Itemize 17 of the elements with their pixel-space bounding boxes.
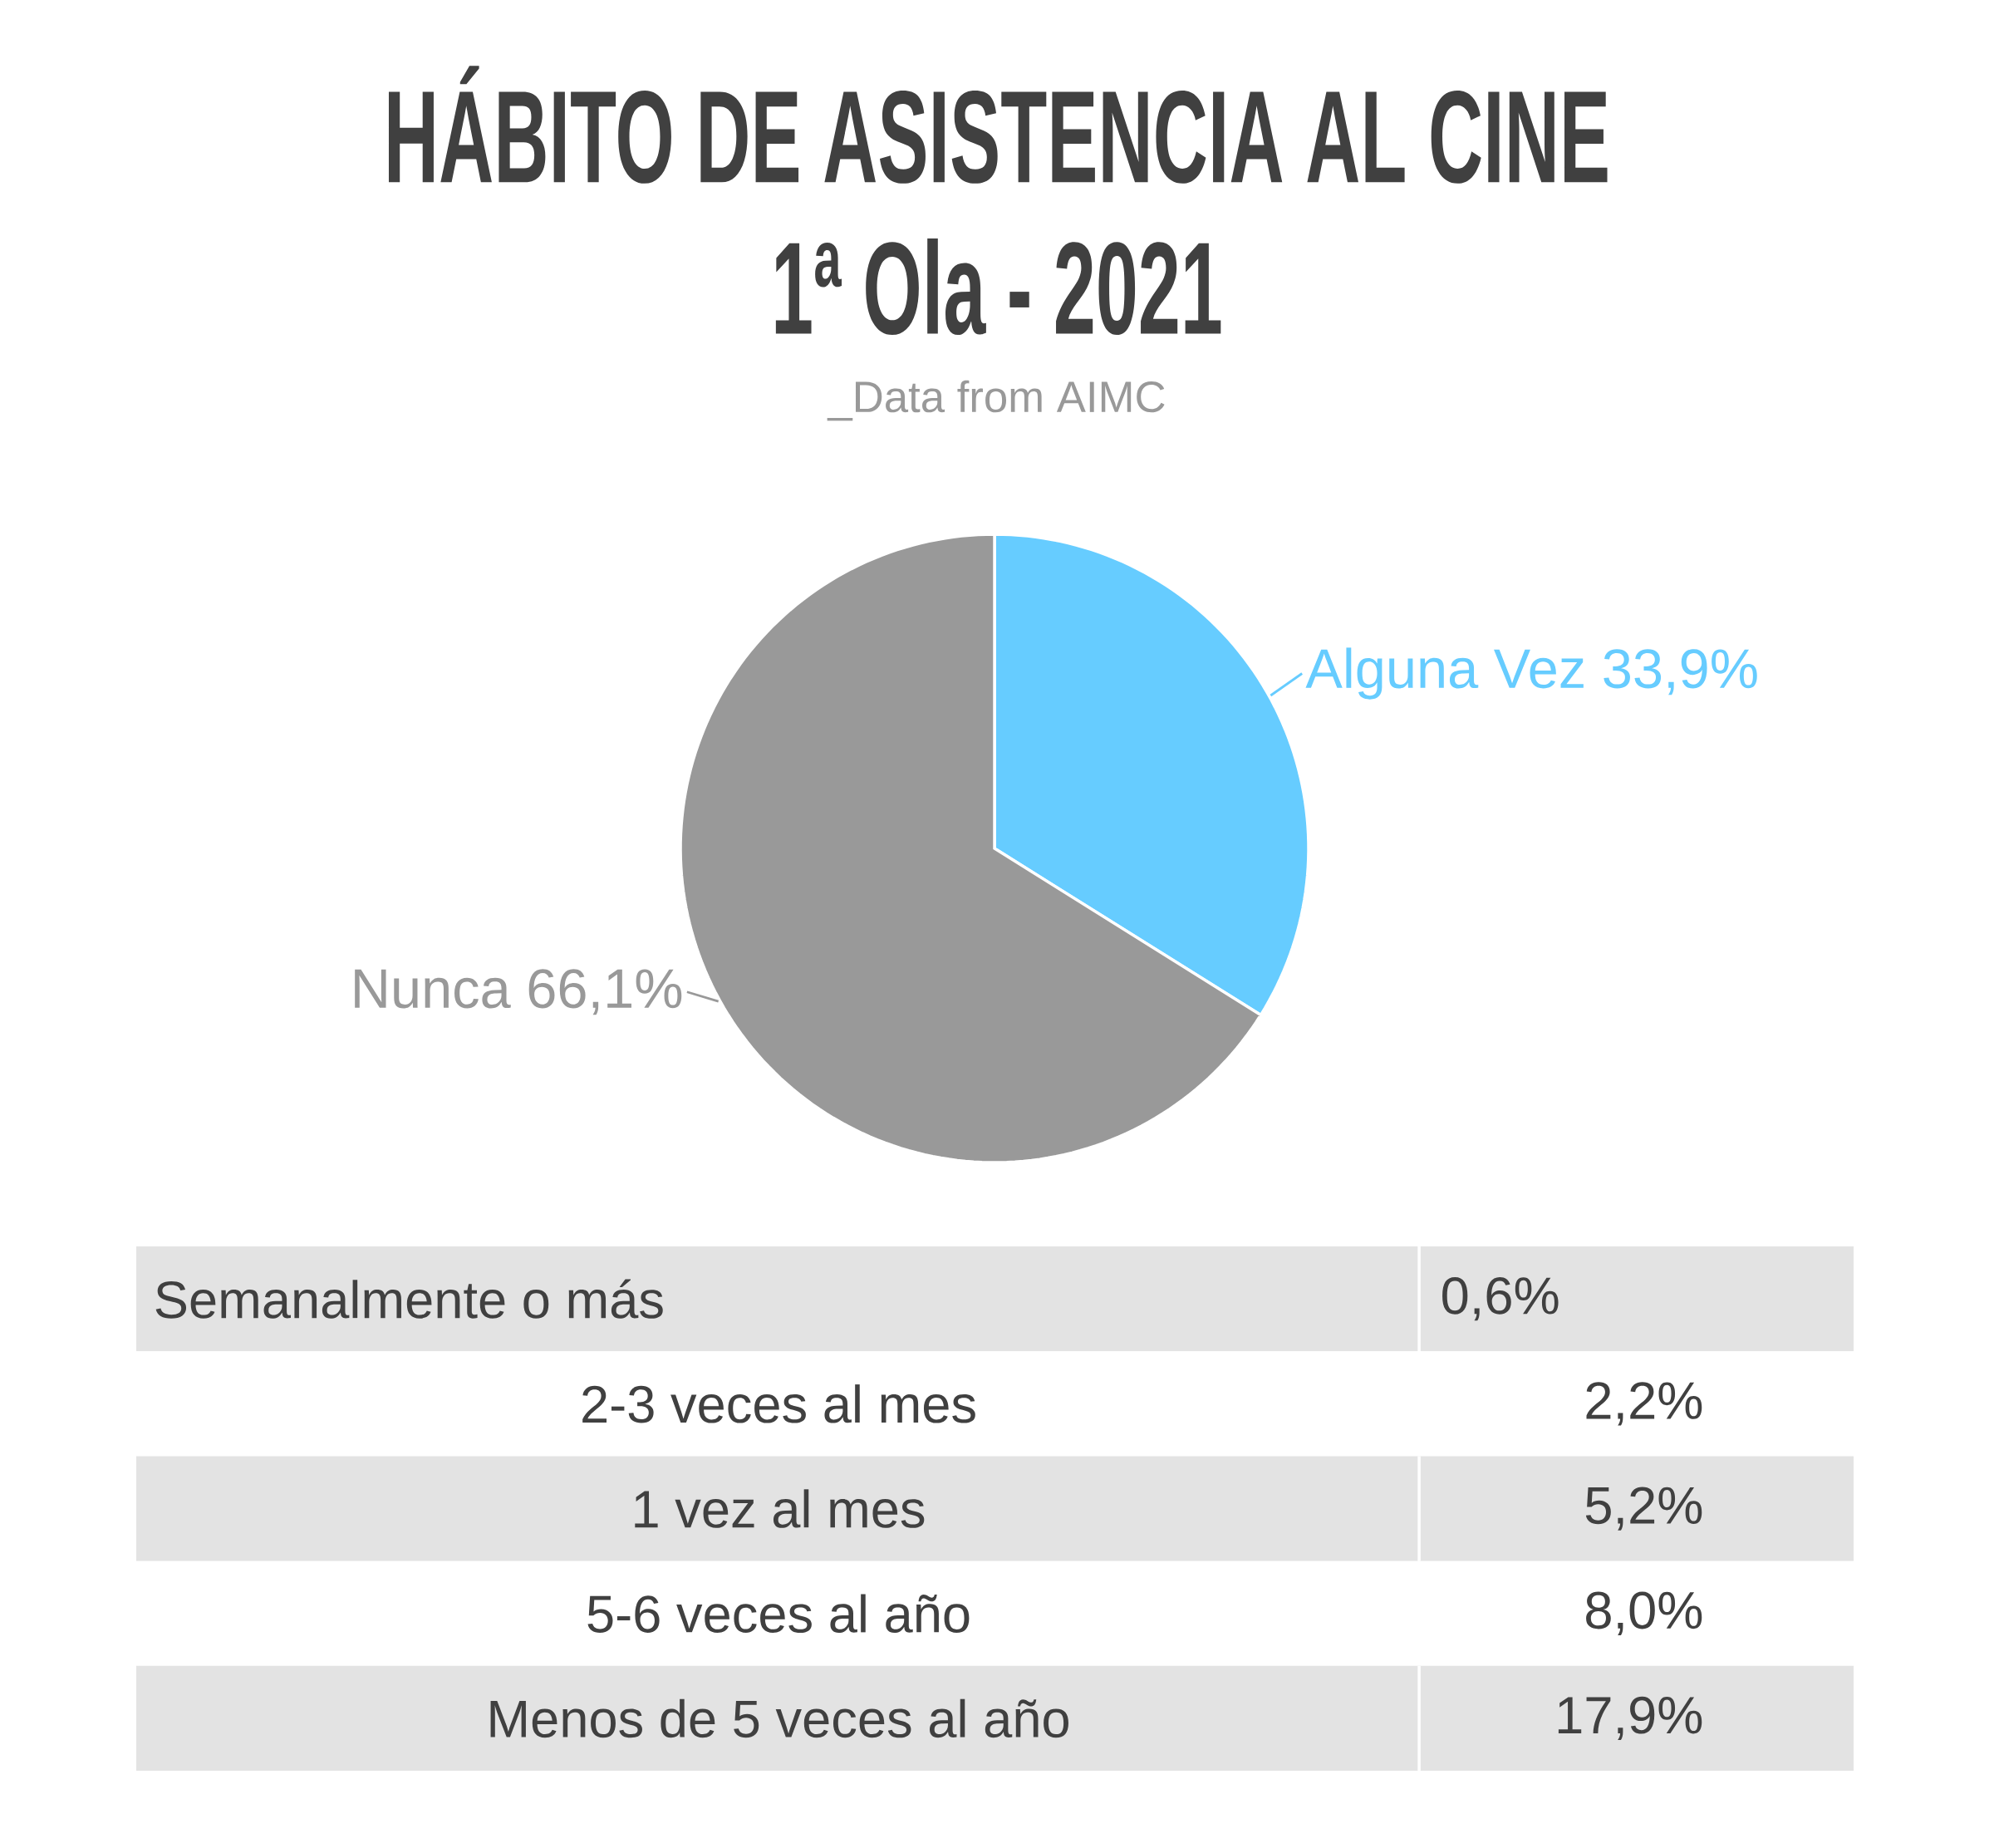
text: 8,0% <box>1586 1591 1702 1635</box>
chart-subtitle: 1ª Ola - 2021 <box>775 238 1221 336</box>
slice-label: Nunca <box>355 969 511 1009</box>
text: 2,2% <box>1586 1382 1702 1426</box>
category-label: Menos de 5 veces al año <box>490 1698 1068 1738</box>
text: _Data from AIMC <box>827 380 1165 421</box>
chart-title: HÁBITO DE ASISTENCIA AL CINE <box>388 66 1608 184</box>
data-label: 33,9% <box>1604 649 1757 695</box>
text: 17,9% <box>1558 1696 1702 1741</box>
category-label: 5-6 veces al año <box>587 1594 970 1633</box>
data-label: 66,1% <box>528 969 682 1015</box>
category-label: Semanalmente o más <box>155 1279 663 1319</box>
category-label: 1 vez al mes <box>635 1489 925 1528</box>
text: 0,6% <box>1442 1276 1559 1321</box>
text: 5,2% <box>1585 1487 1702 1531</box>
slice-label: Alguna Vez <box>1305 647 1584 700</box>
category-label: 2-3 veces al mes <box>582 1384 975 1423</box>
